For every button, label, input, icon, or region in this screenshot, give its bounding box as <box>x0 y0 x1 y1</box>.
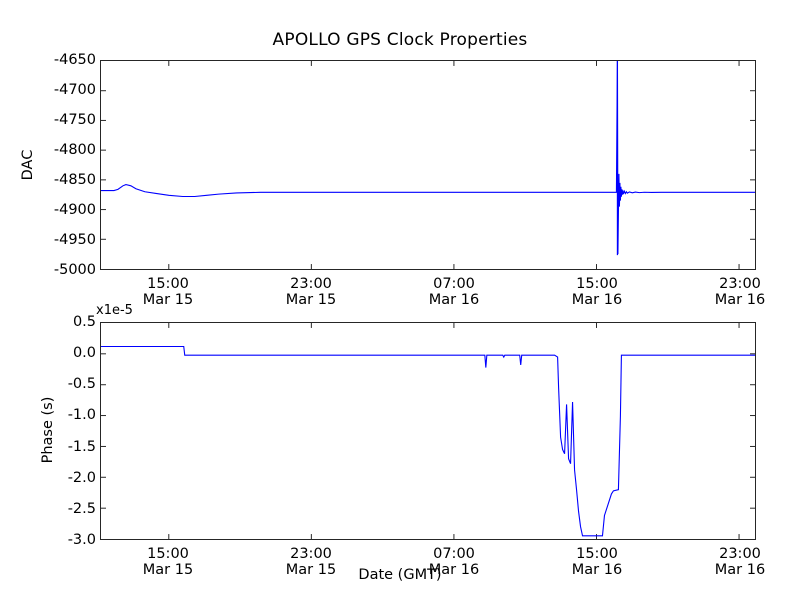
x-tick-time: 23:00 <box>719 276 761 292</box>
x-tick-date: Mar 16 <box>571 562 623 579</box>
x-tick-label: 23:00 Mar 15 <box>286 276 336 308</box>
x-tick-time: 23:00 <box>719 546 761 562</box>
y-tick-marks-phase <box>101 353 755 509</box>
y-tick-label: -2.5 <box>67 500 96 517</box>
x-axis-label: Date (GMT) <box>358 567 442 583</box>
dac-plot-canvas <box>101 61 755 269</box>
y-tick-label: -4850 <box>53 171 96 188</box>
x-tick-date: Mar 16 <box>714 562 766 579</box>
x-tick-time: 07:00 <box>433 546 475 562</box>
x-tick-date: Mar 16 <box>571 292 623 309</box>
y-tick-label: 0.0 <box>72 344 96 361</box>
x-tick-label: 23:00 Mar 16 <box>715 546 765 578</box>
x-tick-date: Mar 15 <box>142 292 194 309</box>
x-tick-date: Mar 16 <box>428 562 480 579</box>
y-tick-label: -4950 <box>53 231 96 248</box>
x-tick-date: Mar 15 <box>285 292 337 309</box>
x-tick-time: 15:00 <box>576 546 618 562</box>
x-tick-time: 15:00 <box>576 276 618 292</box>
x-tick-date: Mar 16 <box>428 292 480 309</box>
y-tick-label: -4750 <box>53 111 96 128</box>
phase-data-line <box>101 345 755 537</box>
x-tick-label: 15:00 Mar 16 <box>572 546 622 578</box>
dac-data-line <box>101 61 755 255</box>
y-tick-labels-phase: 0.5 0.0 -0.5 -1.0 -1.5 -2.0 -2.5 -3.0 <box>0 315 96 547</box>
phase-plot-canvas <box>101 323 755 539</box>
y-tick-labels-dac: -4650 -4700 -4750 -4800 -4850 -4900 -495… <box>0 53 96 277</box>
x-tick-date: Mar 15 <box>142 562 194 579</box>
x-tick-time: 15:00 <box>147 546 189 562</box>
y-tick-label: -4800 <box>53 141 96 158</box>
y-tick-label: -1.5 <box>67 438 96 455</box>
y-axis-offset-text-phase: x1e-5 <box>96 303 133 318</box>
y-tick-label: -4700 <box>53 81 96 98</box>
y-tick-label: -4650 <box>53 51 96 68</box>
x-tick-label: 07:00 Mar 16 <box>429 546 479 578</box>
figure-title: APOLLO GPS Clock Properties <box>272 30 528 50</box>
phase-plot-axes <box>100 322 756 540</box>
x-tick-label: 15:00 Mar 15 <box>143 276 193 308</box>
y-tick-label: -3.0 <box>67 531 96 548</box>
y-tick-label: -4900 <box>53 201 96 218</box>
y-tick-marks-dac <box>101 90 755 240</box>
x-tick-label: 15:00 Mar 15 <box>143 546 193 578</box>
x-tick-label: 23:00 Mar 16 <box>715 276 765 308</box>
y-tick-label: -0.5 <box>67 376 96 393</box>
x-tick-time: 23:00 <box>290 276 332 292</box>
y-tick-label: -1.0 <box>67 407 96 424</box>
x-tick-date: Mar 16 <box>714 292 766 309</box>
y-tick-label: -2.0 <box>67 469 96 486</box>
x-tick-label: 15:00 Mar 16 <box>572 276 622 308</box>
y-tick-label: -5000 <box>53 261 96 278</box>
x-tick-marks-dac <box>168 61 740 269</box>
x-tick-time: 23:00 <box>290 546 332 562</box>
x-tick-label: 23:00 Mar 15 <box>286 546 336 578</box>
x-tick-label: 07:00 Mar 16 <box>429 276 479 308</box>
x-tick-time: 15:00 <box>147 276 189 292</box>
x-tick-marks-phase <box>168 323 740 539</box>
x-tick-time: 07:00 <box>433 276 475 292</box>
x-tick-date: Mar 15 <box>285 562 337 579</box>
dac-plot-axes <box>100 60 756 270</box>
y-tick-label: 0.5 <box>72 313 96 330</box>
